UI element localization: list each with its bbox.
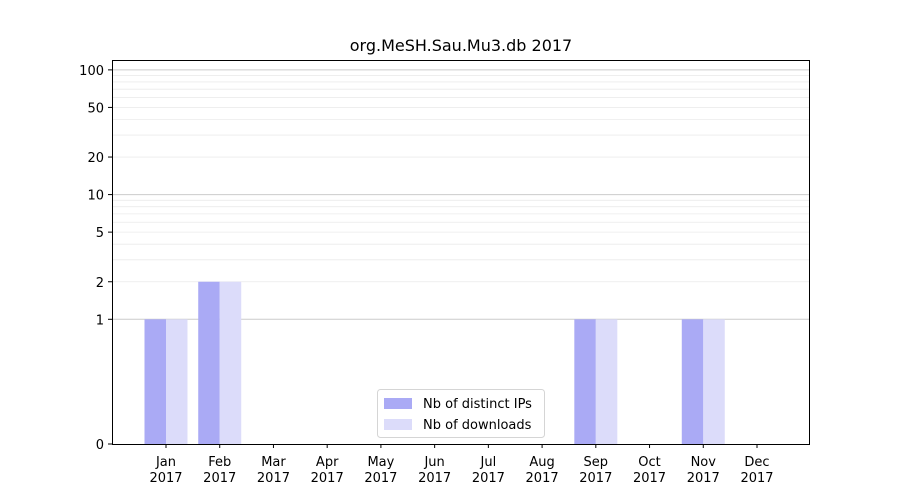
bars bbox=[144, 281, 725, 444]
bar-downloads bbox=[166, 319, 188, 444]
legend-label: Nb of distinct IPs bbox=[423, 397, 532, 412]
legend-box bbox=[377, 389, 545, 438]
x-tick-label-year: 2017 bbox=[311, 471, 344, 486]
plot-frame bbox=[112, 60, 810, 445]
x-tick-label-year: 2017 bbox=[740, 471, 773, 486]
x-tick-label-month: Feb bbox=[208, 455, 231, 470]
x-axis: Jan2017Feb2017Mar2017Apr2017May2017Jun20… bbox=[149, 444, 774, 486]
y-tick-label: 1 bbox=[96, 313, 104, 328]
x-tick-label-year: 2017 bbox=[257, 471, 290, 486]
grid bbox=[112, 69, 809, 320]
legend: Nb of distinct IPs Nb of downloads bbox=[377, 389, 545, 438]
x-tick-label-month: Apr bbox=[316, 455, 339, 470]
x-tick-label-year: 2017 bbox=[687, 471, 720, 486]
y-tick-label: 20 bbox=[87, 151, 104, 166]
bar-distinct-ips bbox=[681, 319, 704, 444]
bar-distinct-ips bbox=[198, 281, 220, 444]
x-tick-label-year: 2017 bbox=[418, 471, 451, 486]
y-tick-label: 100 bbox=[79, 64, 104, 79]
x-tick-label-year: 2017 bbox=[149, 471, 182, 486]
bar-distinct-ips bbox=[574, 319, 596, 444]
y-tick-label: 10 bbox=[87, 189, 104, 204]
y-tick-label: 50 bbox=[87, 101, 104, 116]
bar-downloads bbox=[219, 281, 242, 444]
y-tick-label: 0 bbox=[96, 438, 104, 453]
bar-downloads bbox=[703, 319, 725, 444]
chart-title: org.MeSH.Sau.Mu3.db 2017 bbox=[350, 36, 572, 55]
x-tick-label-month: Jan bbox=[155, 455, 176, 470]
x-tick-label-year: 2017 bbox=[364, 471, 397, 486]
y-tick-label: 2 bbox=[96, 276, 104, 291]
x-tick-label-month: Mar bbox=[261, 455, 286, 470]
x-tick-label-month: Aug bbox=[529, 455, 554, 470]
bar-downloads bbox=[595, 319, 618, 444]
y-axis: 0 1 2 5 10 20 50 100 bbox=[79, 64, 112, 453]
x-tick-label-month: Oct bbox=[638, 455, 660, 470]
x-tick-label-month: Jul bbox=[480, 455, 497, 470]
x-tick-label-month: Sep bbox=[584, 455, 609, 470]
x-tick-label-month: Jun bbox=[423, 455, 444, 470]
x-tick-label-month: Nov bbox=[691, 455, 717, 470]
x-tick-label-year: 2017 bbox=[203, 471, 236, 486]
x-tick-label-year: 2017 bbox=[579, 471, 612, 486]
legend-label: Nb of downloads bbox=[423, 418, 532, 433]
x-tick-label-year: 2017 bbox=[526, 471, 559, 486]
legend-swatch bbox=[384, 419, 412, 430]
x-tick-label-month: Dec bbox=[744, 455, 769, 470]
x-tick-label-year: 2017 bbox=[472, 471, 505, 486]
bar-distinct-ips bbox=[144, 319, 166, 444]
legend-swatch bbox=[384, 398, 412, 409]
x-tick-label-year: 2017 bbox=[633, 471, 666, 486]
y-tick-label: 5 bbox=[96, 226, 104, 241]
x-tick-label-month: May bbox=[367, 455, 394, 470]
